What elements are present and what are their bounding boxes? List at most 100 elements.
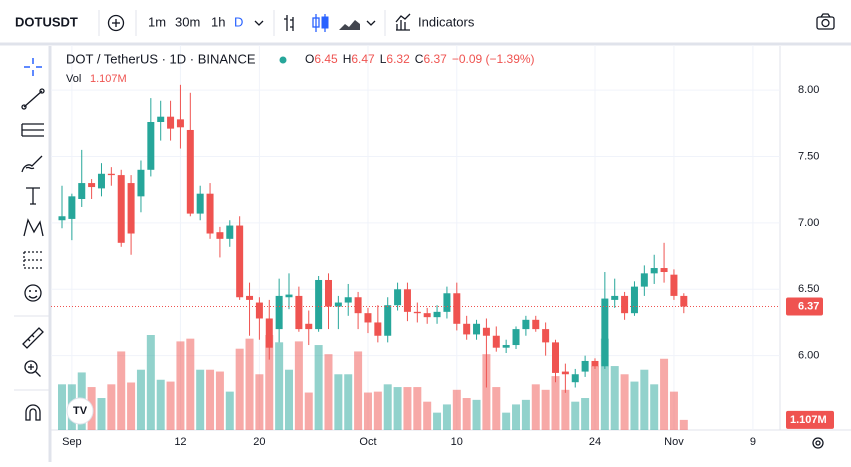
candle-body [660,268,668,273]
candle-body [561,371,569,375]
candle-body [275,295,283,330]
volume-bar [206,369,215,430]
candle-body [542,329,550,343]
volume-bar [492,387,501,430]
volume-bar [610,366,619,430]
emoji-tool[interactable] [24,284,42,302]
text-tool[interactable] [26,187,40,205]
brush-tool[interactable] [21,155,43,173]
y-tick-label: 8.00 [798,84,819,96]
ohlc-letter: H [343,52,352,66]
volume-bar [472,399,481,430]
chevron[interactable] [254,20,264,26]
interval[interactable]: 1m [148,14,166,29]
volume-bar [561,389,570,430]
symbol[interactable]: DOTUSDT [15,14,78,29]
volume-bar [423,401,432,430]
candle-body [423,313,431,318]
volume-bar [97,398,106,430]
ohlc-letter: O [305,52,314,66]
candle-body [374,322,382,336]
volume-bar [324,354,333,430]
candle-body [601,298,609,367]
logo-text: TV [73,405,88,417]
volume-bar [660,358,669,430]
candle-body [512,329,520,346]
magnet-tool[interactable] [25,404,41,421]
candle-body [78,183,86,199]
candle-body [443,293,451,312]
snapshot-icon[interactable] [816,13,835,30]
add-symbol[interactable] [107,14,125,32]
x-tick-label: 20 [253,436,265,448]
interval[interactable]: 30m [175,14,200,29]
volume-legend-value: 1.107M [90,73,127,85]
chevron[interactable] [366,20,376,26]
candle-body [364,313,372,323]
volume-badge [786,410,834,429]
x-tick-label: 12 [174,436,186,448]
candle-body [226,225,234,239]
pattern-tool[interactable] [23,218,44,237]
interval-active[interactable]: D [234,14,243,29]
volume-bar [413,387,422,430]
volume-bar [166,381,175,430]
candles-icon[interactable] [312,14,329,32]
volume-bar [146,335,155,430]
bars-icon[interactable] [284,15,294,31]
x-tick-label: Sep [62,436,82,448]
volume-bar [176,341,185,430]
candle-body [354,297,362,314]
candle-body [482,327,490,336]
candle-body [463,323,471,335]
volume-badge-label: 1.107M [790,414,827,426]
volume-bar [571,401,580,430]
volume-bar [304,392,313,430]
trendline-tool[interactable] [21,88,45,110]
prediction-tool[interactable] [23,251,42,269]
candle-body [117,175,125,243]
candle-body [265,318,273,348]
candle-body [196,193,204,214]
last-price-badge [786,297,823,316]
candle-layer [58,84,688,393]
volume-bar [294,341,303,430]
area-icon[interactable] [339,20,360,30]
volume-bar [275,342,284,430]
x-tick-label: 9 [750,436,756,448]
candle-body [255,302,263,319]
change: −0.09 (−1.39%) [452,52,535,66]
candle-body [315,279,323,330]
ohlc-letter: L [380,52,387,66]
volume-bar [156,379,165,430]
candle-body [137,169,145,197]
volume-bar [334,374,343,430]
fib-tool[interactable] [21,123,44,137]
candle-body [433,311,441,318]
candle-body [403,289,411,312]
volume-bar [225,391,234,430]
volume-bar [482,354,491,430]
volume-bar [640,369,649,430]
last-price-label: 6.37 [798,300,819,312]
ohlc-value: 6.32 [386,52,410,66]
market-status [279,56,287,64]
indicators-button[interactable]: Indicators [418,14,475,29]
indicators-icon[interactable] [395,13,411,31]
crosshair-tool[interactable] [24,58,42,76]
ruler-tool[interactable] [22,327,44,349]
candle-body [206,193,214,234]
zoom-tool[interactable] [24,360,41,377]
volume-bar [462,398,471,430]
tv-logo: TV [66,397,94,425]
volume-bar [363,392,372,430]
volume-layer [58,335,688,430]
volume-bar [551,376,560,430]
y-tick-label: 7.50 [798,150,819,162]
candle-body [640,273,648,287]
interval[interactable]: 1h [211,14,225,29]
settings-icon[interactable] [812,437,824,449]
ohlc-value: 6.37 [423,52,447,66]
candle-body [305,323,313,330]
